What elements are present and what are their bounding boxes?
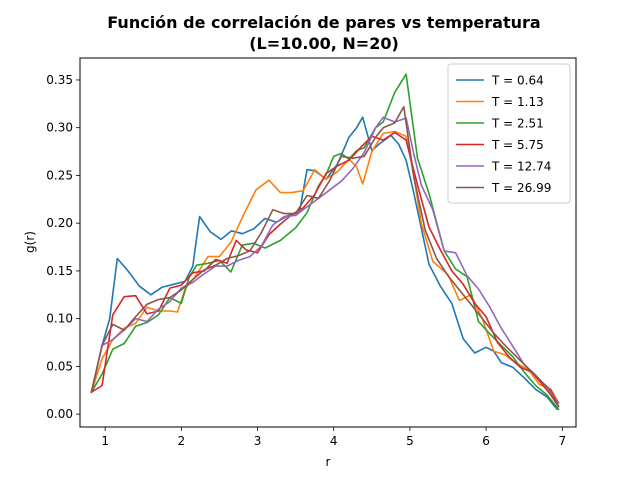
series-layer [90,73,560,411]
y-tick-label: 0.10 [46,312,73,326]
legend-entry-2: T = 2.51 [491,117,544,131]
y-tick-label: 0.25 [46,168,73,182]
chart-subtitle: (L=10.00, N=20) [249,34,399,53]
x-axis: 1 2 3 4 5 6 7 [101,427,566,448]
x-tick-label: 5 [406,434,414,448]
legend-entry-0: T = 0.64 [491,74,544,88]
y-tick-label: 0.15 [46,264,73,278]
series-line-3 [90,131,560,408]
series-line-5 [90,105,560,408]
x-tick-label: 4 [330,434,338,448]
y-tick-label: 0.20 [46,216,73,230]
y-tick-label: 0.05 [46,359,73,373]
legend-entry-5: T = 26.99 [491,181,551,195]
x-tick-label: 3 [254,434,262,448]
y-tick-label: 0.30 [46,121,73,135]
x-tick-label: 2 [178,434,186,448]
y-axis-label: g(r) [23,231,37,253]
x-axis-label: r [326,455,331,469]
y-tick-label: 0.00 [46,407,73,421]
x-tick-label: 1 [101,434,109,448]
legend-entry-4: T = 12.74 [491,160,551,174]
plot-frame [79,57,577,428]
y-axis: 0.00 0.05 0.10 0.15 0.20 0.25 0.30 0.35 [46,73,80,421]
legend-entry-3: T = 5.75 [491,138,544,152]
y-tick-label: 0.35 [46,73,73,87]
legend-box [447,63,571,204]
legend-entry-1: T = 1.13 [491,95,544,109]
series-line-4 [90,116,560,404]
x-tick-label: 6 [482,434,490,448]
chart-title: Función de correlación de pares vs tempe… [107,13,540,32]
x-tick-label: 7 [558,434,566,448]
legend: T = 0.64 T = 1.13 T = 2.51 T = 5.75 T = 12.7… [447,63,571,204]
